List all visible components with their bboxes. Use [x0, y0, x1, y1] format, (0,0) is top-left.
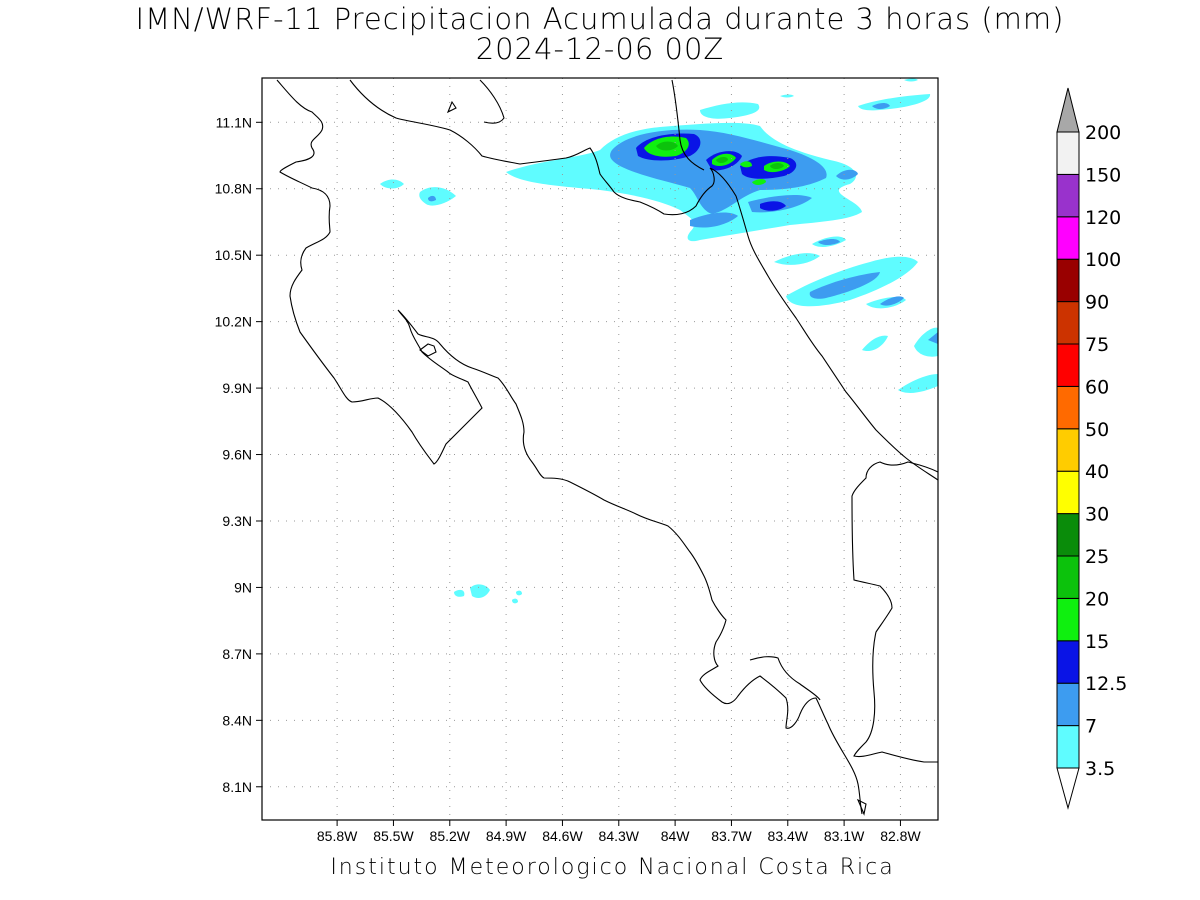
colorbar-swatch	[1056, 131, 1080, 175]
colorbar-label: 7	[1085, 716, 1097, 738]
colorbar-label: 30	[1085, 504, 1109, 526]
lon-tick-label: 82.8W	[880, 828, 921, 844]
precip-20-areas	[656, 141, 784, 169]
lat-tick-label: 8.7N	[222, 646, 252, 662]
colorbar-label: 200	[1085, 122, 1121, 144]
colorbar-label: 3.5	[1085, 758, 1115, 780]
colorbar-label: 120	[1085, 207, 1121, 229]
lon-tick-label: 83.4W	[768, 828, 809, 844]
colorbar-swatch	[1056, 682, 1080, 727]
lat-tick-label: 9.9N	[222, 380, 252, 396]
longitude-labels: 85.8W 85.5W 85.2W 84.9W 84.6W 84.3W 84W 83.7W 83…	[317, 820, 921, 844]
colorbar-label: 75	[1085, 334, 1109, 356]
colorbar-label: 50	[1085, 419, 1109, 441]
colorbar-swatch	[1056, 258, 1080, 303]
colorbar-top-arrow	[1056, 87, 1080, 133]
lat-tick-label: 8.1N	[222, 779, 252, 795]
coastline-and-borders	[276, 79, 939, 816]
colorbar-swatch	[1056, 301, 1080, 345]
lon-tick-label: 84.6W	[542, 828, 583, 844]
lat-tick-label: 11.1N	[216, 114, 252, 130]
map-title-line2: 2024-12-06 00Z	[475, 32, 725, 66]
colorbar-label: 100	[1085, 249, 1121, 271]
colorbar-label: 60	[1085, 376, 1109, 398]
colorbar-swatch	[1056, 640, 1080, 684]
colorbar-swatch	[1056, 216, 1080, 260]
lon-tick-label: 84.3W	[599, 828, 640, 844]
colorbar-swatch	[1056, 725, 1080, 769]
colorbar-label: 90	[1085, 292, 1109, 314]
colorbar-label: 15	[1085, 631, 1109, 653]
graticule-grid	[262, 78, 938, 820]
lon-tick-label: 85.5W	[373, 828, 414, 844]
lon-tick-label: 83.7W	[711, 828, 752, 844]
lat-tick-label: 9.6N	[222, 447, 252, 463]
colorbar-label: 25	[1085, 546, 1109, 568]
latitude-labels: 11.1N 10.8N 10.5N 10.2N 9.9N 9.6N 9.3N 9N 8.7N 8.…	[215, 114, 262, 795]
colorbar-swatch	[1056, 597, 1080, 642]
lon-tick-label: 85.2W	[430, 828, 471, 844]
colorbar-label: 150	[1085, 164, 1121, 186]
colorbar-label: 20	[1085, 588, 1109, 610]
lon-tick-label: 83.1W	[824, 828, 865, 844]
colorbar-swatch	[1056, 173, 1080, 218]
colorbar-swatch	[1056, 470, 1080, 515]
colorbar-swatch	[1056, 555, 1080, 599]
colorbar-label: 12.5	[1085, 673, 1127, 695]
colorbar-swatch	[1056, 513, 1080, 557]
lat-tick-label: 9N	[234, 579, 252, 595]
lat-tick-label: 8.4N	[222, 712, 252, 728]
precip-colorbar: 3.5 7 12.5 15 20 25 30 40 50 60 75 90 100 120 150 200	[1056, 87, 1127, 810]
lat-tick-label: 9.3N	[222, 513, 252, 529]
map-title-line1: IMN/WRF-11 Precipitacion Acumulada duran…	[135, 2, 1065, 36]
lat-tick-label: 10.8N	[215, 181, 252, 197]
lat-tick-label: 10.2N	[215, 314, 252, 330]
lon-tick-label: 84.9W	[486, 828, 527, 844]
lon-tick-label: 85.8W	[317, 828, 358, 844]
colorbar-swatch	[1056, 385, 1080, 430]
map-frame	[261, 77, 939, 821]
colorbar-bottom-arrow	[1056, 767, 1080, 810]
colorbar-swatch	[1056, 343, 1080, 387]
lon-tick-label: 84W	[661, 828, 691, 844]
lat-tick-label: 10.5N	[215, 247, 252, 263]
colorbar-swatch	[1056, 428, 1080, 472]
colorbar-label: 40	[1085, 461, 1109, 483]
institution-footer: Instituto Meteorologico Nacional Costa R…	[330, 855, 895, 880]
